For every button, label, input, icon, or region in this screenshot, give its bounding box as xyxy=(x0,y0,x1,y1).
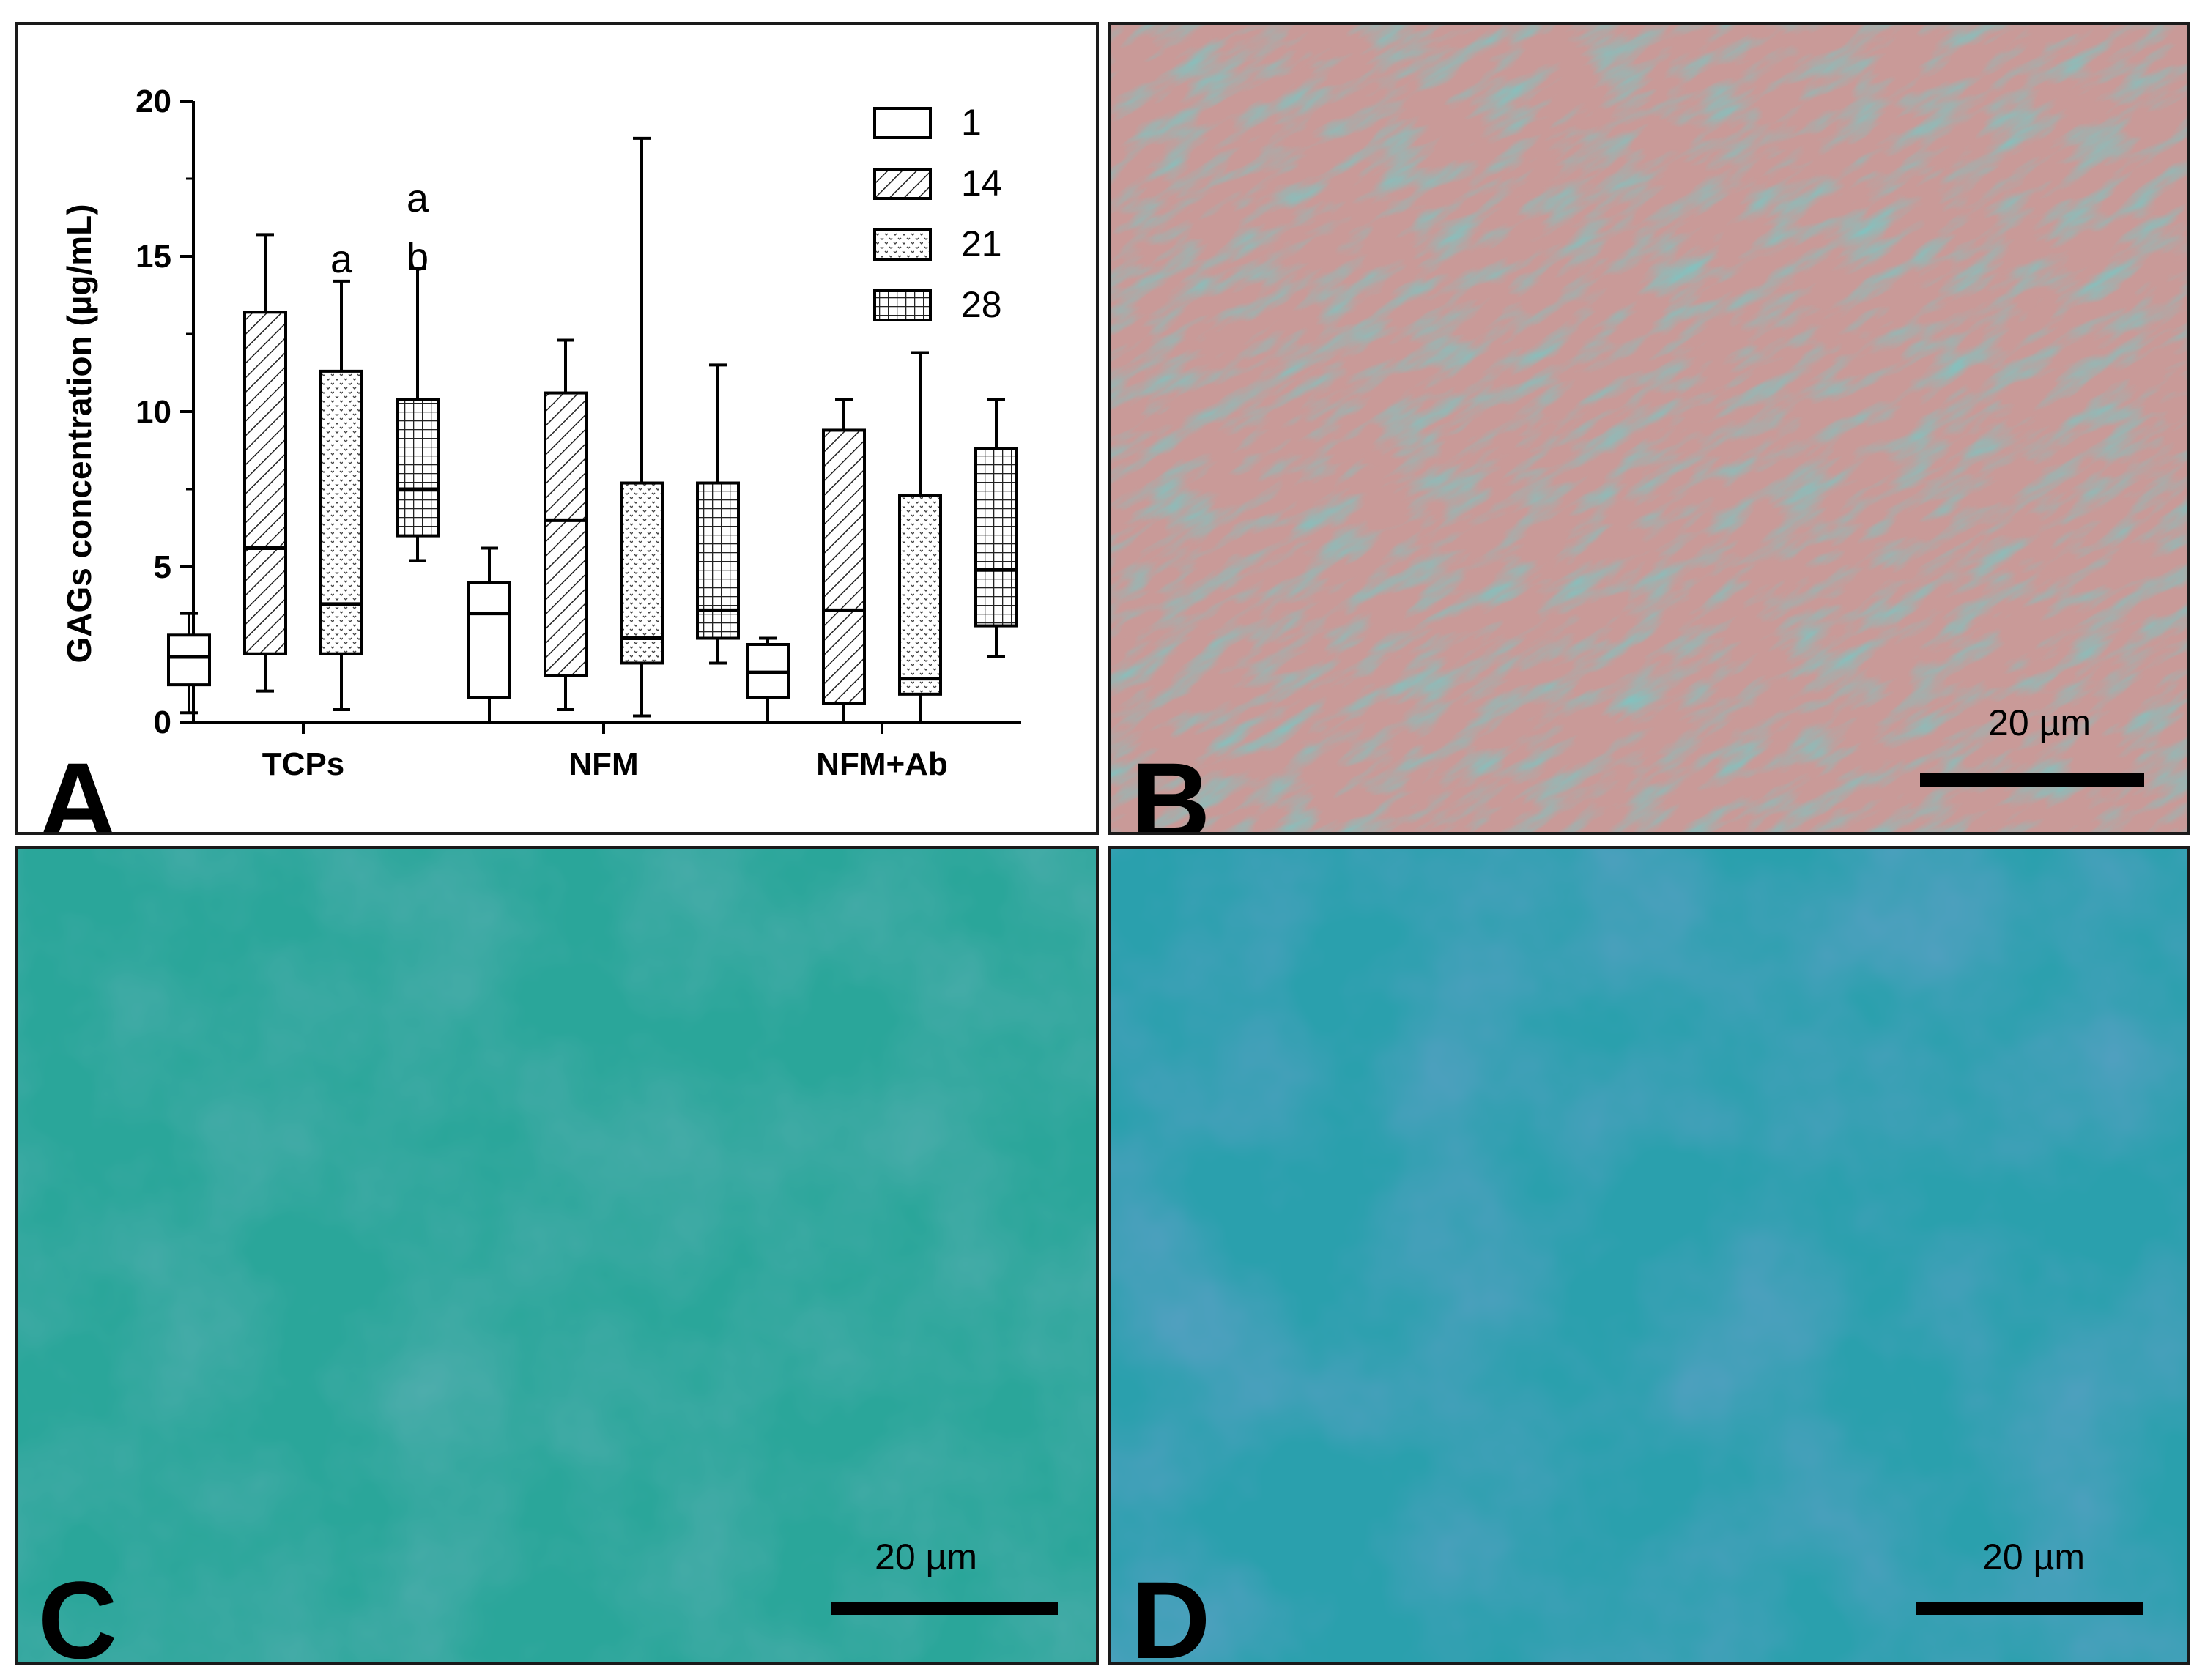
legend-label-21: 21 xyxy=(961,223,1002,264)
panel-letter-c: C xyxy=(38,1558,118,1665)
legend-label-14: 14 xyxy=(961,163,1002,204)
panel-b-micrograph: 20 µm B xyxy=(1108,22,2190,835)
scale-bar-label-b: 20 µm xyxy=(1988,702,2091,743)
x-tick-label: NFM xyxy=(568,746,638,782)
box-28-nfm-ab xyxy=(974,447,1018,628)
panel-a-chart: 0 5 10 15 20 GAGs concentration (µg/mL) TCPs NF… xyxy=(15,22,1099,835)
micrograph-image-b xyxy=(1111,25,2187,832)
box-14-tcps xyxy=(243,311,287,655)
box-21-nfm xyxy=(620,481,664,665)
y-tick-label: 10 xyxy=(136,394,171,430)
significance-annotation: b xyxy=(407,235,429,279)
panel-letter-a: A xyxy=(38,740,118,835)
legend-label-1: 1 xyxy=(961,102,982,143)
panel-c-micrograph: 20 µm C xyxy=(15,846,1099,1665)
box-28-tcps xyxy=(396,398,440,538)
y-tick-label: 5 xyxy=(154,549,171,585)
box-plot: 0 5 10 15 20 GAGs concentration (µg/mL) TCPs NF… xyxy=(60,83,1021,782)
panel-letter-d: D xyxy=(1131,1558,1211,1665)
legend-swatch-21 xyxy=(873,228,932,261)
x-tick-label: TCPs xyxy=(262,746,344,782)
legend-label-28: 28 xyxy=(961,284,1002,325)
scale-bar-d xyxy=(1916,1602,2143,1615)
panel-letter-b: B xyxy=(1131,740,1211,835)
box-14-nfm xyxy=(544,391,588,677)
legend-swatch-1 xyxy=(873,107,932,139)
box-21-nfm-ab xyxy=(898,494,942,696)
box-21-tcps xyxy=(319,369,363,655)
scale-bar-label-d: 20 µm xyxy=(1982,1536,2085,1577)
y-tick-label: 15 xyxy=(136,239,171,275)
y-tick-label: 0 xyxy=(154,705,171,740)
legend-swatch-14 xyxy=(873,168,932,200)
x-tick-label: NFM+Ab xyxy=(816,746,948,782)
legend-swatch-28 xyxy=(873,289,932,321)
y-axis-label: GAGs concentration (µg/mL) xyxy=(60,204,98,663)
box-14-nfm-ab xyxy=(822,428,866,705)
box-1-nfm xyxy=(467,581,511,699)
significance-annotation: a xyxy=(330,237,353,281)
significance-annotation: a xyxy=(407,176,429,220)
micrograph-image-c xyxy=(18,849,1096,1662)
y-tick-label: 20 xyxy=(136,83,171,119)
panel-d-micrograph: 20 µm D xyxy=(1108,846,2190,1665)
box-28-nfm xyxy=(696,481,740,640)
scale-bar-c xyxy=(831,1602,1058,1615)
micrograph-image-d xyxy=(1111,849,2187,1662)
scale-bar-b xyxy=(1920,773,2144,787)
scale-bar-label-c: 20 µm xyxy=(875,1536,977,1577)
box-1-tcps xyxy=(167,633,211,687)
